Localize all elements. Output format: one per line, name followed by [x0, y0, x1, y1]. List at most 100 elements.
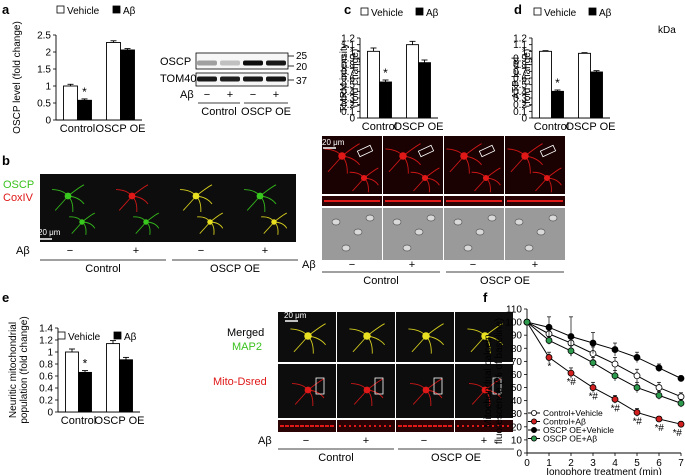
chart-c-bar-0-1 — [379, 81, 392, 119]
panel-b-neuron-1a — [51, 184, 85, 213]
tmrm-neuron-4b — [532, 167, 562, 193]
chart-c-y-tick-label-5: 0.5 — [341, 80, 355, 91]
chart-d-y-tick-label-1: 0.1 — [513, 107, 527, 118]
chart-f-point-1-1 — [545, 354, 553, 361]
chart-e-bar-0-0 — [65, 351, 79, 413]
tmrm-group-control: Control — [363, 275, 398, 287]
chart-f-y-axis-label-0: Mitochondrial calcein — [483, 334, 494, 427]
western-blot: kDa OSCP TOM40 25 20 37 Aβ − + − + Contr… — [160, 25, 676, 118]
tmrm-phase-cell-3-3 — [463, 244, 473, 252]
panel-e-roi-box-3 — [433, 377, 443, 395]
blot-kda-label: kDa — [658, 25, 676, 36]
chart-e-y-axis-label-0: Neuritic mitochondrial — [8, 322, 19, 418]
panel-e-roi-box-1 — [315, 377, 325, 395]
chart-d-bar-1-0 — [578, 52, 591, 119]
chart-e-annotation-0: * — [83, 357, 88, 371]
panel-b-group-oscp-oe: OSCP OE — [210, 263, 260, 275]
tmrm-phase-cell-3-2 — [475, 228, 485, 236]
chart-f-point-3-2 — [567, 347, 575, 355]
chart-panel-a: 0 0.5 1 1.5 2 2.5 Control OSCP OE * OSCP level (f… — [12, 5, 145, 135]
panel-e-mito-label: Mito-Dsred — [213, 376, 267, 388]
chart-f-point-3-5 — [633, 384, 641, 391]
panel-label-a: a — [2, 2, 10, 17]
tmrm-roi-box-2 — [417, 144, 435, 158]
chart-f-y-tick-label-5: 50 — [511, 383, 523, 394]
panel-e-mito-neuron-3 — [409, 378, 443, 407]
tmrm-phase-cell-3-1 — [453, 218, 463, 226]
tmrm-phase-cell-2-4 — [426, 214, 436, 222]
blot-oscp-strip — [195, 52, 289, 70]
chart-f-annotation-6: *# — [672, 428, 682, 439]
chart-c-bar-0-0 — [367, 50, 380, 119]
panel-e-group-control: Control — [318, 452, 353, 464]
chart-c-y-tick-label-8: 0.8 — [341, 60, 355, 71]
chart-f-point-1-7 — [677, 420, 685, 428]
panel-b-micrographs: OSCP CoxIV 20 μm Aβ − + − + Control OSCP… — [3, 174, 298, 275]
chart-f-legend-marker-3 — [531, 435, 538, 442]
panel-b-group-control: Control — [85, 263, 120, 275]
chart-d-category-label-1: OSCP OE — [566, 121, 616, 133]
panel-b-image-2 — [104, 174, 168, 242]
chart-d-y-axis-label-1: (fold change) — [522, 49, 533, 107]
chart-e-legend: Vehicle Aβ — [57, 331, 137, 343]
panel-e-merged-neuron-2 — [349, 323, 385, 354]
chart-panel-c: 00.10.20.30.40.50.60.70.80.911.11.2 Contr… — [339, 7, 444, 133]
tmrm-abeta-label: Aβ — [302, 259, 316, 271]
tmrm-red-image-2 — [383, 136, 443, 194]
chart-f-point-2-1 — [545, 323, 553, 331]
blot-oscp-band-4 — [266, 60, 286, 66]
chart-d-legend: Vehicle Aβ — [533, 7, 612, 19]
panel-b-neuron-4b — [261, 212, 288, 235]
chart-f-y-tick-label-7: 70 — [511, 357, 523, 368]
chart-a-y-tick-label-0: 0 — [45, 116, 51, 127]
blot-tom40-strip — [195, 72, 289, 87]
tmrm-phase-cell-4-4 — [548, 214, 558, 222]
panel-b-neuron-3b — [197, 212, 224, 235]
panel-label-d: d — [514, 2, 522, 17]
chart-f-x-tick-label-5: 5 — [634, 458, 640, 469]
chart-f-x-tick-label-4: 4 — [612, 458, 618, 469]
tmrm-phase-cell-4-2 — [536, 228, 546, 236]
chart-f-y-tick-label-10: 100 — [505, 318, 522, 329]
chart-e-y-tick-label-1: 0.2 — [39, 396, 53, 407]
chart-f-point-2-2 — [567, 333, 575, 340]
panel-e-sign-4: + — [481, 435, 487, 447]
panel-e-merged-neuron-1 — [290, 323, 326, 354]
chart-d-bar-1-1 — [590, 71, 603, 119]
panel-e-merged-label: Merged — [227, 327, 264, 339]
chart-f-x-tick-label-3: 3 — [590, 458, 596, 469]
chart-e-y-tick-label-7: 1.4 — [39, 324, 53, 335]
chart-d-legend-swatch-1 — [588, 7, 597, 16]
tmrm-red-image-1 — [322, 136, 382, 194]
chart-f-y-tick-label-3: 30 — [511, 409, 523, 420]
chart-a-y-tick-label-5: 2.5 — [37, 31, 51, 42]
chart-a-legend-swatch-0 — [56, 5, 65, 14]
chart-a-bar-0-1 — [77, 99, 92, 121]
tmrm-phase-cell-2-2 — [414, 228, 424, 236]
chart-f-point-3-4 — [611, 372, 619, 380]
chart-f-series-line-3 — [526, 321, 682, 404]
chart-f-legend-label-2: OSCP OE+Vehicle — [543, 425, 614, 435]
chart-d-annotation-0: * — [555, 76, 560, 90]
panel-b-abeta-label: Aβ — [16, 245, 30, 257]
blot-marker-25: 25 — [296, 51, 308, 62]
chart-f-y-tick-label-9: 90 — [511, 331, 523, 342]
chart-c-annotation-0: * — [383, 66, 388, 80]
chart-c-category-label-1: OSCP OE — [394, 121, 444, 133]
chart-c-y-tick-label-12: 1.2 — [341, 34, 355, 45]
blot-oscp-band-1 — [197, 60, 217, 66]
chart-f-x-tick-label-1: 1 — [546, 458, 552, 469]
panel-e-merged-neuron-3 — [408, 323, 444, 354]
tmrm-sign-4: + — [532, 259, 538, 271]
panel-e-scale-bar-label: 20 μm — [284, 311, 307, 320]
tmrm-neuron-2b — [410, 167, 440, 193]
chart-e-y-tick-label-2: 0.4 — [39, 384, 53, 395]
chart-f-point-2-6 — [655, 364, 663, 372]
chart-panel-f: 0 10 20 30 40 50 60 70 80 90 100 110 0 1 2 3 4 5 6 7 Ionopho… — [483, 305, 685, 475]
chart-a-y-tick-label-2: 1 — [45, 82, 51, 93]
panel-e-map2-label: MAP2 — [232, 341, 262, 353]
panel-b-sign-3: − — [198, 245, 204, 257]
